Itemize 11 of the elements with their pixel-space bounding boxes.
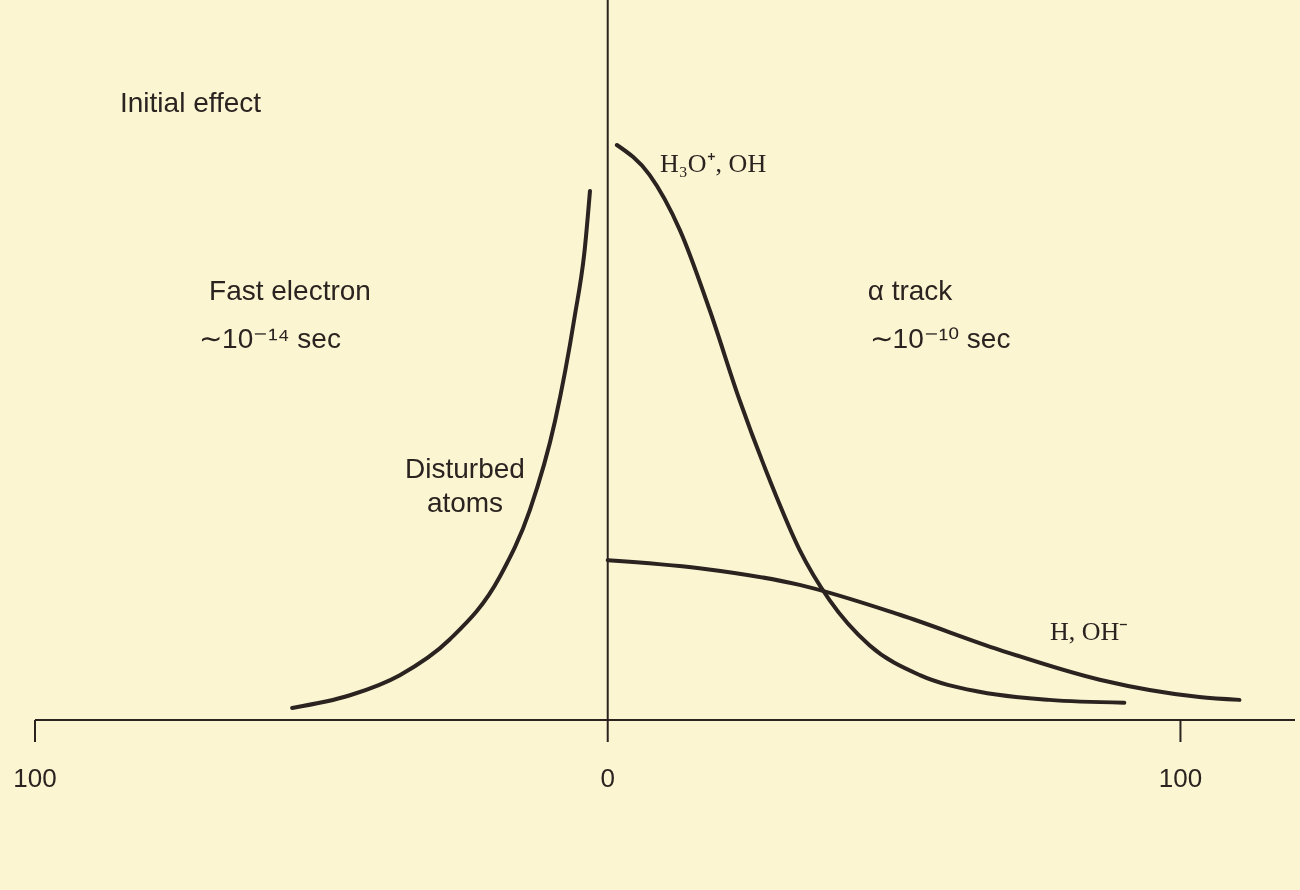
annotation: ∼10⁻¹⁰ sec [869, 323, 1011, 354]
x-tick-label: 0 [600, 763, 615, 793]
annotation: α track [867, 275, 954, 306]
series-label: H₃O⁺, OH [660, 149, 767, 178]
x-tick-label: 100 [13, 763, 57, 793]
annotation: Fast electron [209, 275, 371, 306]
text: Initial effect [120, 87, 262, 118]
x-tick-label: 100 [1158, 763, 1203, 793]
annotation: Disturbed atoms [405, 453, 525, 518]
annotation: ∼10⁻¹⁴ sec [199, 323, 341, 354]
series-label: H, OH⁻ [1050, 617, 1129, 646]
